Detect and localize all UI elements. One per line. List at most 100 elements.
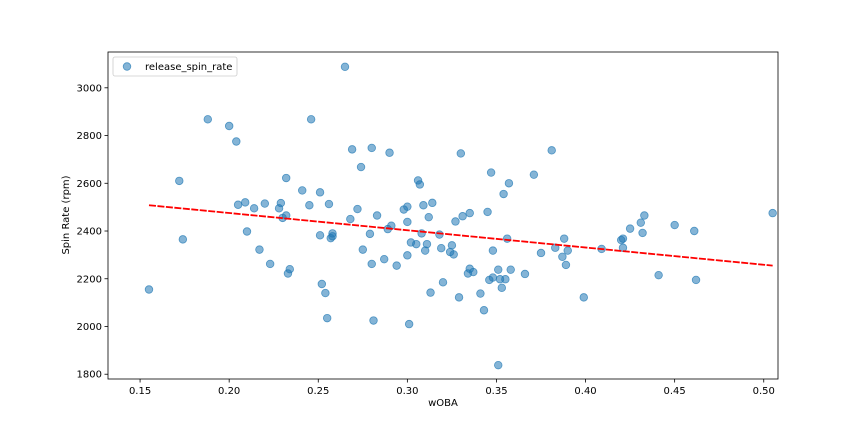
data-point	[506, 265, 515, 274]
data-point	[638, 228, 647, 238]
legend-marker	[122, 62, 132, 71]
data-point	[563, 246, 572, 255]
data-point	[529, 170, 539, 179]
data-point	[392, 261, 401, 270]
data-point	[305, 201, 314, 210]
data-point	[404, 319, 414, 329]
data-point	[224, 121, 234, 131]
data-point	[415, 180, 425, 189]
x-tick-label: 0.20	[218, 386, 240, 397]
y-tick-label: 2600	[77, 179, 102, 190]
data-point	[438, 278, 448, 287]
data-point	[321, 288, 330, 298]
data-point	[419, 201, 428, 210]
data-point	[322, 313, 332, 323]
data-point	[499, 189, 508, 199]
data-point	[380, 254, 389, 264]
data-point	[520, 269, 530, 279]
plot-frame	[107, 51, 779, 380]
data-points	[144, 62, 777, 370]
data-point	[636, 218, 645, 227]
data-point	[501, 275, 510, 284]
data-point	[424, 212, 433, 222]
data-point	[241, 198, 250, 207]
y-tick-label: 2400	[77, 227, 102, 238]
data-point	[324, 199, 334, 209]
data-point	[768, 208, 777, 218]
data-point	[483, 207, 492, 217]
data-point	[428, 198, 437, 208]
data-point	[451, 217, 460, 226]
data-point	[618, 234, 628, 243]
data-point	[175, 176, 184, 186]
data-point	[403, 251, 412, 260]
data-point	[456, 149, 466, 158]
data-point	[422, 239, 432, 249]
data-point	[449, 250, 458, 259]
x-tick-label: 0.45	[664, 386, 686, 397]
data-point	[403, 217, 412, 227]
data-point	[255, 245, 264, 254]
data-point	[579, 293, 588, 302]
data-point	[690, 226, 699, 236]
trend-line-group	[148, 204, 773, 267]
data-point	[654, 270, 663, 280]
data-point	[561, 260, 571, 270]
data-point	[625, 224, 635, 233]
data-point	[347, 145, 357, 154]
y-tick-label: 3000	[77, 83, 102, 94]
data-point	[494, 265, 503, 274]
data-point	[494, 360, 503, 370]
data-point	[558, 252, 567, 261]
data-point	[365, 229, 375, 239]
data-point	[328, 229, 337, 238]
data-point	[536, 248, 546, 258]
data-point	[315, 231, 325, 240]
plot-area	[108, 52, 778, 379]
x-axis-label: wOBA	[428, 398, 458, 409]
data-point	[385, 148, 394, 157]
data-point	[353, 204, 362, 214]
data-point	[488, 273, 498, 282]
data-point	[426, 288, 435, 297]
x-axis: 0.15 0.20 0.25 0.30 0.35 0.40 0.45 0.50	[129, 379, 775, 397]
data-point	[469, 267, 478, 277]
data-point	[403, 202, 412, 211]
data-point	[497, 283, 506, 293]
data-point	[476, 289, 485, 298]
data-point	[276, 198, 286, 208]
legend-box	[112, 56, 238, 77]
legend: release_spin_rate	[112, 56, 238, 77]
data-point	[260, 199, 270, 208]
data-point	[265, 259, 275, 269]
data-point	[285, 265, 294, 274]
data-point	[315, 188, 325, 197]
data-point	[178, 235, 188, 244]
data-point	[479, 306, 489, 315]
data-point	[346, 214, 355, 224]
data-point	[369, 316, 378, 325]
legend-label: release_spin_rate	[145, 62, 232, 73]
data-point	[670, 220, 679, 230]
y-axis-label: Spin Rate (rpm)	[61, 175, 72, 254]
data-point	[249, 204, 259, 213]
data-point	[372, 211, 382, 220]
y-tick-label: 2200	[77, 274, 102, 285]
data-point	[559, 234, 569, 243]
data-point	[358, 245, 368, 254]
data-point	[367, 143, 376, 153]
data-point	[298, 186, 307, 195]
data-point	[465, 208, 474, 218]
data-point	[454, 293, 464, 302]
x-tick-label: 0.15	[129, 386, 151, 397]
data-point	[435, 230, 444, 239]
x-tick-label: 0.25	[307, 386, 329, 397]
data-point	[640, 211, 649, 220]
data-point	[317, 279, 327, 289]
data-point	[547, 146, 556, 155]
trend-line	[148, 204, 773, 267]
data-point	[486, 168, 496, 177]
data-point	[488, 246, 498, 255]
y-axis: 1800 2000 2200 2400 2600 2800 3000	[77, 83, 108, 381]
data-point	[504, 179, 514, 188]
